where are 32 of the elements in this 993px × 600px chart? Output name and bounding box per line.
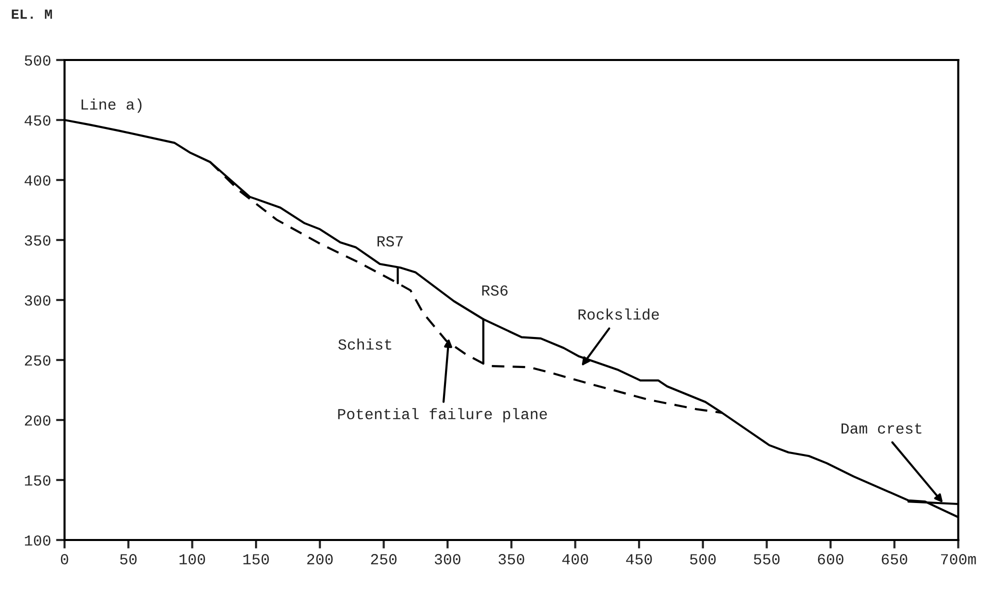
- y-tick-label: 300: [24, 295, 50, 306]
- y-tick-label: 400: [24, 175, 50, 186]
- x-tick-label: 550: [754, 554, 780, 564]
- x-tick-label: 350: [498, 554, 524, 564]
- annotation: Line a): [82, 98, 142, 113]
- annotation: RS7: [378, 236, 403, 246]
- x-tick-label: 250: [371, 554, 397, 564]
- x-tick-label: 650: [882, 554, 908, 564]
- annotation: Potential failure plane: [338, 408, 547, 422]
- x-tick-label: 50: [120, 554, 137, 564]
- annotation: Schist: [338, 338, 392, 350]
- y-tick-label: 150: [24, 475, 50, 486]
- x-tick-label: 100: [180, 554, 206, 564]
- x-tick-label: 450: [626, 554, 652, 564]
- x-tick-label: 150: [243, 554, 269, 564]
- x-tick-label: 0: [60, 554, 68, 564]
- y-tick-label: 350: [24, 235, 50, 246]
- y-tick-label: 250: [24, 355, 50, 366]
- x-tick-label: 400: [562, 554, 588, 564]
- y-axis-title: EL. M: [12, 10, 52, 19]
- x-tick-label: 300: [434, 554, 460, 564]
- x-tick-label: 700m: [941, 554, 976, 564]
- x-tick-label: 500: [690, 554, 716, 564]
- y-tick-label: 200: [24, 415, 50, 426]
- x-tick-label: 600: [818, 554, 844, 564]
- y-tick-label: 500: [24, 55, 50, 66]
- y-tick-label: 450: [24, 115, 50, 126]
- annotation: Rockslide: [578, 308, 659, 320]
- x-tick-label: 200: [307, 554, 333, 564]
- annotation: RS6: [482, 285, 508, 296]
- annotation: Dam crest: [842, 423, 922, 434]
- y-tick-label: 100: [24, 535, 50, 546]
